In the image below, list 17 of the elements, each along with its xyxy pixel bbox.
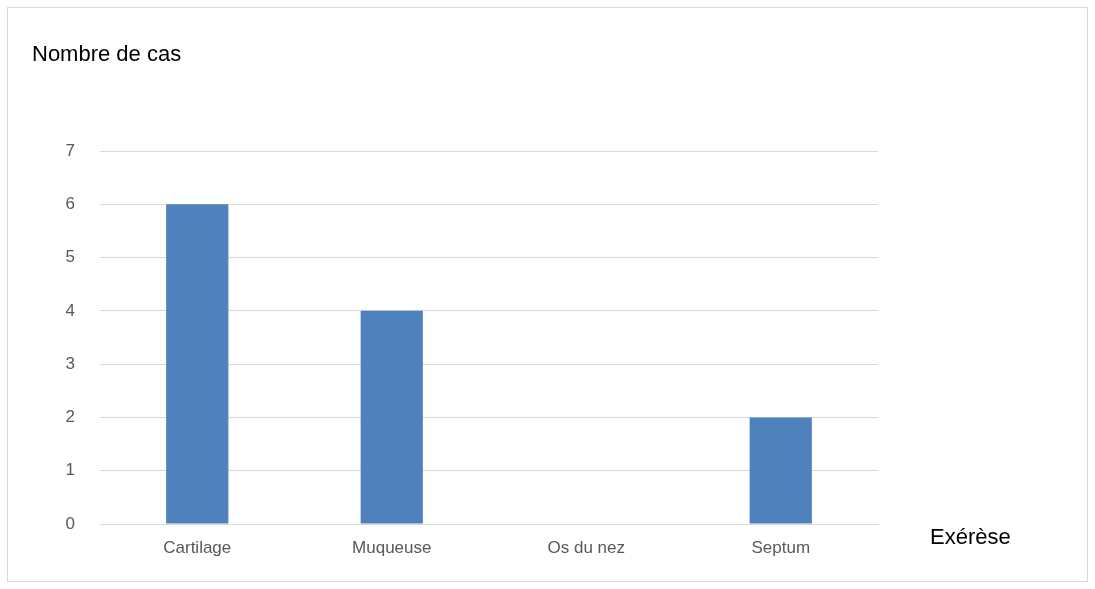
bar — [749, 417, 812, 524]
x-tick-label: Septum — [751, 537, 811, 557]
x-tick-label: Muqueuse — [352, 537, 432, 557]
bar — [360, 310, 423, 524]
y-tick-label: 2 — [65, 407, 75, 427]
y-tick-label: 7 — [65, 140, 75, 160]
y-tick-label: 4 — [65, 300, 75, 320]
x-tick-label: Os du nez — [547, 537, 625, 557]
y-tick-label: 0 — [65, 513, 75, 533]
x-axis-title: Exérèse — [930, 524, 1011, 550]
x-tick-label: Cartilage — [163, 537, 232, 557]
y-tick-label: 6 — [65, 193, 75, 213]
y-tick-label: 1 — [65, 460, 75, 480]
y-tick-label: 3 — [65, 353, 75, 373]
y-axis-title: Nombre de cas — [32, 41, 182, 67]
bar — [166, 204, 229, 524]
y-tick-label: 5 — [65, 247, 75, 267]
